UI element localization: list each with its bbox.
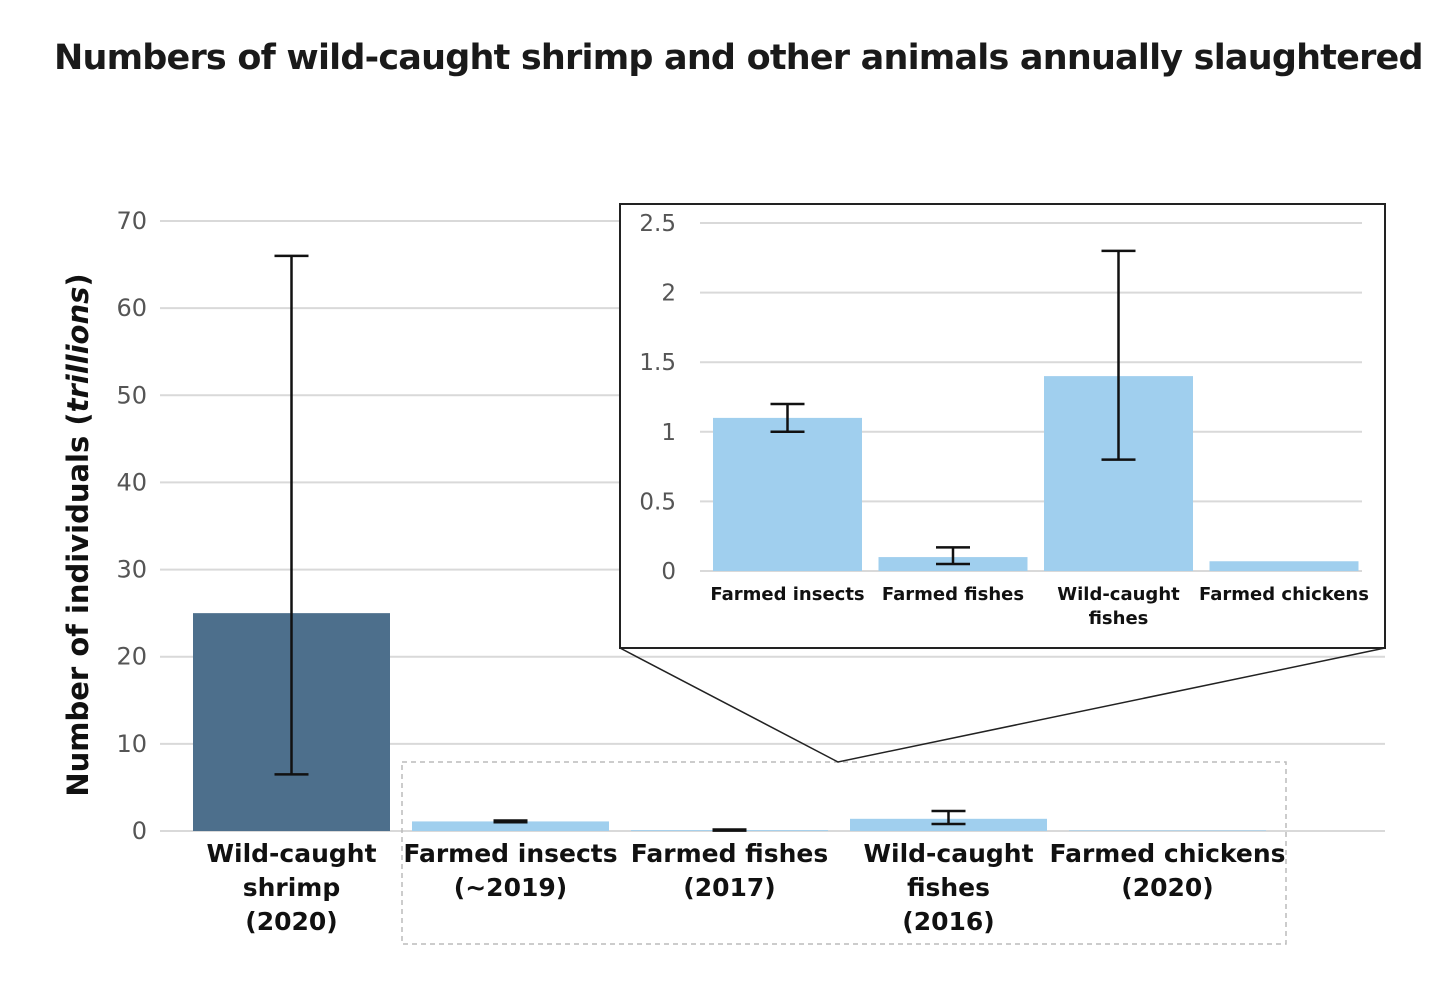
chart-title: Numbers of wild-caught shrimp and other …: [54, 38, 1424, 78]
main-category-label: Wild-caught fishes (2016): [863, 839, 1033, 936]
main-category-label-line: (2016): [902, 907, 994, 936]
main-category-label: Farmed chickens (2020): [1049, 839, 1285, 902]
inset-y-tick-label: 0.5: [639, 489, 676, 515]
inset-category-label-line: Farmed fishes: [882, 584, 1024, 605]
main-y-tick-label: 0: [132, 817, 147, 845]
zoom-connector-lines: [619, 647, 1386, 763]
main-error-bars: [274, 254, 966, 832]
main-category-label: Farmed insects (~2019): [403, 839, 617, 902]
inset-y-tick-label: 2.5: [639, 211, 676, 237]
inset-y-tick-label: 1: [661, 420, 676, 446]
main-category-label: Wild-caught shrimp (2020): [206, 839, 376, 936]
main-category-labels: Wild-caught shrimp (2020) Farmed insects (~2…: [206, 839, 1285, 936]
main-category-label-line: (2020): [245, 907, 337, 936]
inset-category-label-line: fishes: [1089, 608, 1149, 629]
inset-bar: [1209, 561, 1359, 571]
main-category-label-line: Farmed chickens: [1049, 839, 1285, 868]
main-category-label-line: Wild-caught: [206, 839, 376, 868]
main-category-label-line: shrimp: [243, 873, 341, 902]
inset-y-tick-label: 0: [661, 559, 676, 585]
main-bar: [1069, 830, 1266, 831]
inset-bar: [713, 417, 862, 571]
main-y-tick-label: 50: [116, 381, 147, 409]
inset-category-label: Farmed fishes: [882, 584, 1024, 605]
main-y-tick-label: 60: [116, 294, 147, 322]
main-category-label-line: (~2019): [454, 873, 567, 902]
y-axis-label: Number of individuals (trillions): [61, 273, 95, 796]
main-y-tick-label: 70: [116, 207, 147, 235]
zoom-region-box: [401, 761, 1287, 945]
main-bar: [412, 821, 609, 831]
inset-category-label-line: Wild-caught: [1057, 584, 1180, 605]
inset-category-label-line: Farmed insects: [710, 584, 864, 605]
inset-y-tick-label: 1.5: [639, 350, 676, 376]
inset-category-labels: Farmed insects Farmed fishes Wild-caught fi…: [710, 584, 1369, 629]
inset-error-bars: [770, 249, 1136, 566]
main-y-tick-label: 40: [116, 468, 147, 496]
main-y-tick-label: 20: [116, 643, 147, 671]
main-category-label-line: (2017): [683, 873, 775, 902]
inset-category-label-line: Farmed chickens: [1199, 584, 1369, 605]
main-category-label: Farmed fishes (2017): [631, 839, 828, 902]
main-category-label-line: (2020): [1121, 873, 1213, 902]
main-y-tick-label: 30: [116, 556, 147, 584]
main-category-label-line: fishes: [907, 873, 990, 902]
main-y-tick-label: 10: [116, 730, 147, 758]
inset-category-label: Farmed insects: [710, 584, 864, 605]
inset-category-label: Wild-caught fishes: [1057, 584, 1180, 629]
inset-y-axis-ticks: 0 0.5 1 1.5 2 2.5: [639, 211, 676, 585]
inset-y-tick-label: 2: [661, 281, 676, 307]
main-category-label-line: Wild-caught: [863, 839, 1033, 868]
main-y-axis-ticks: 0 10 20 30 40 50 60 70: [116, 207, 147, 845]
main-category-label-line: Farmed insects: [403, 839, 617, 868]
inset-category-label: Farmed chickens: [1199, 584, 1369, 605]
main-category-label-line: Farmed fishes: [631, 839, 828, 868]
